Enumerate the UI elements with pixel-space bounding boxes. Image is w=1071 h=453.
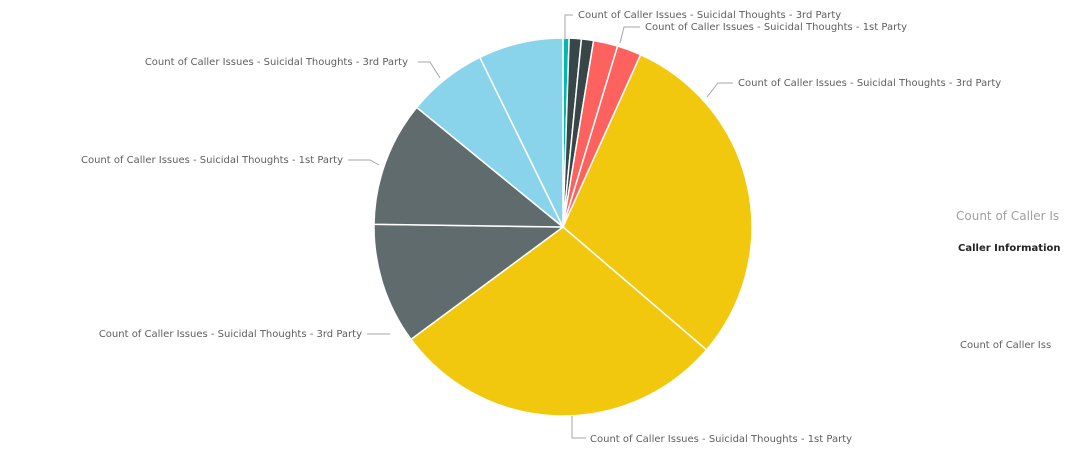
legend-item[interactable]: Count of Caller Iss [960,340,1052,351]
pie-leader-lines [348,14,733,439]
pie-slice[interactable] [409,226,708,417]
leader-line [619,26,640,44]
slice-label: Count of Caller Issues - Suicidal Though… [145,57,408,68]
pie-slices [373,37,753,417]
legend-title: Count of Caller Is [956,209,1060,223]
pie-slice[interactable] [373,223,566,341]
leader-line [706,82,733,98]
pie-slice[interactable] [478,37,564,228]
slice-label: Count of Caller Issues - Suicidal Though… [81,155,343,166]
leader-line [571,416,586,439]
pie-data-labels: Count of Caller Issues - Suicidal Though… [81,10,1001,445]
leader-line [348,159,380,166]
leader-line [418,61,441,79]
slice-label: Count of Caller Issues - Suicidal Though… [590,434,852,445]
slice-label: Count of Caller Issues - Suicidal Though… [645,22,907,33]
leader-line [564,14,573,40]
slice-label: Count of Caller Issues - Suicidal Though… [578,10,841,21]
pie-slice[interactable] [373,106,566,228]
slice-label: Count of Caller Issues - Suicidal Though… [738,78,1001,89]
pie-slice[interactable] [562,53,753,351]
legend-subtitle: Caller Information [958,243,1061,254]
slice-label: Count of Caller Issues - Suicidal Though… [99,329,362,340]
